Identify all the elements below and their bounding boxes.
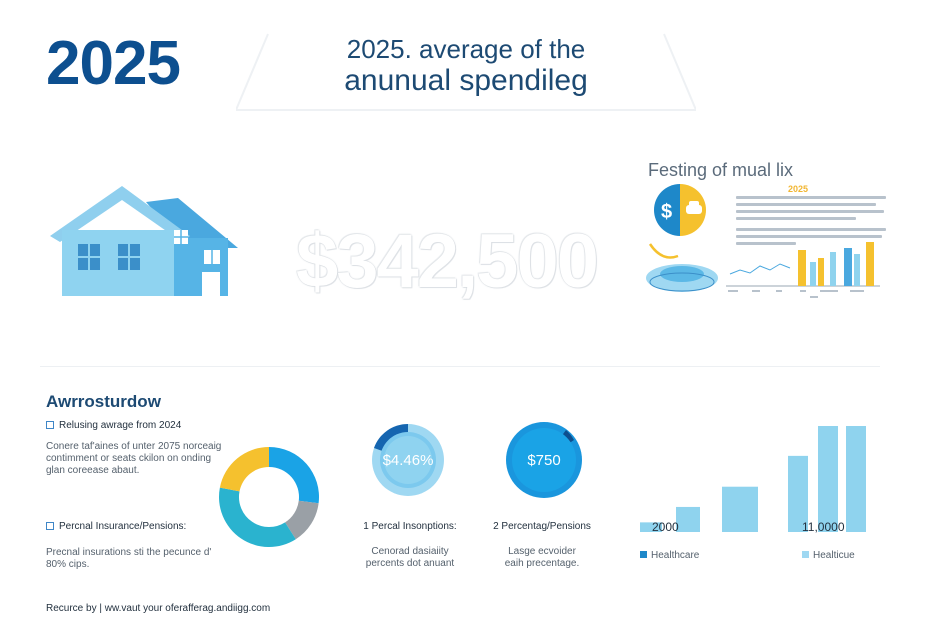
bar-2 bbox=[676, 506, 700, 532]
ring-gauge-1 bbox=[372, 423, 444, 496]
mini-axis-labels bbox=[728, 290, 864, 298]
ring-2-subcaption: Lasge ecvoider eaih precentage. bbox=[504, 546, 580, 569]
card-year: 2025 bbox=[788, 184, 809, 194]
total-amount: $342,500 bbox=[296, 219, 599, 304]
title-banner-frame bbox=[236, 33, 696, 111]
donut-slice-gray bbox=[285, 500, 319, 540]
donut-chart bbox=[219, 447, 319, 547]
ring-1-caption: 1 Percal Insonptions: bbox=[363, 521, 457, 532]
legend-item-1: Healthcare bbox=[640, 550, 699, 561]
legend-label: Healthcare bbox=[651, 550, 700, 561]
bar-tick-label-2: 11,0000 bbox=[802, 520, 845, 534]
description-text-1: Conere taf'aines of unter 2075 norceaig … bbox=[46, 441, 222, 476]
checkbox[interactable] bbox=[46, 522, 54, 530]
checkbox-label: Percnal Insurance/Pensions: bbox=[59, 521, 187, 532]
ring-gauge-2 bbox=[506, 422, 582, 498]
mini-bar-4 bbox=[830, 252, 836, 286]
mini-bar-5 bbox=[844, 248, 852, 286]
ring-1-subcaption: Cenorad dasiaiity percents dot anuant bbox=[365, 546, 455, 569]
page-title-line-1: 2025. average of the bbox=[346, 34, 586, 64]
ring-1-value: $4.46% bbox=[382, 452, 434, 469]
mini-bar-1 bbox=[798, 250, 806, 286]
checkbox-row-2[interactable]: Percnal Insurance/Pensions: bbox=[46, 521, 186, 532]
title-banner: 2025. average of the anunual spendileg bbox=[236, 30, 696, 114]
year-heading: 2025 bbox=[46, 29, 181, 98]
donut-slice-blue bbox=[269, 447, 319, 504]
donut-slice-yellow bbox=[219, 447, 269, 492]
bar-chart bbox=[640, 426, 866, 532]
checkbox[interactable] bbox=[46, 421, 54, 429]
bar-4 bbox=[788, 455, 808, 532]
checkbox-label: Relusing awrage from 2024 bbox=[59, 420, 182, 431]
bar-1 bbox=[640, 522, 662, 532]
section-title: Awrrosturdow bbox=[46, 392, 161, 411]
mini-line-chart bbox=[729, 263, 791, 275]
bar-3 bbox=[722, 486, 758, 532]
description-text-2: Precnal insurations sti the pecunce d' 8… bbox=[46, 547, 212, 570]
donut-slice-teal bbox=[219, 487, 296, 547]
legend-swatch bbox=[640, 551, 647, 558]
checkbox-row-1[interactable]: Relusing awrage from 2024 bbox=[46, 420, 181, 431]
bar-tick-label-1: 2000 bbox=[652, 520, 679, 534]
ring-2-value: $750 bbox=[527, 452, 561, 469]
svg-text:$: $ bbox=[661, 201, 672, 223]
bar-6 bbox=[846, 426, 866, 532]
mini-bar-7 bbox=[866, 242, 874, 286]
footer-source: Recurce by | ww.vaut your oferafferag.an… bbox=[46, 603, 271, 614]
bar-5 bbox=[818, 426, 838, 532]
curved-arrow-icon bbox=[648, 243, 679, 259]
mini-bar-3 bbox=[818, 258, 824, 286]
mini-bar-2 bbox=[810, 262, 816, 286]
legend-swatch bbox=[802, 551, 809, 558]
section-divider bbox=[40, 366, 880, 367]
legend-label: Healticue bbox=[813, 550, 855, 561]
ring-2-caption: 2 Percentag/Pensions bbox=[493, 521, 591, 532]
mini-bar-6 bbox=[854, 254, 860, 286]
card-title: Festing of mual lix bbox=[648, 160, 794, 180]
page-title-line-2: anunual spendileg bbox=[344, 64, 588, 97]
legend-item-2: Healticue bbox=[802, 550, 855, 561]
card-graphics: $ bbox=[646, 184, 880, 298]
car-icon bbox=[686, 201, 702, 214]
coin-plate-icon bbox=[646, 264, 718, 292]
house-icon bbox=[50, 186, 244, 305]
mini-bar-chart bbox=[798, 242, 874, 286]
card-text-lines bbox=[736, 196, 886, 249]
